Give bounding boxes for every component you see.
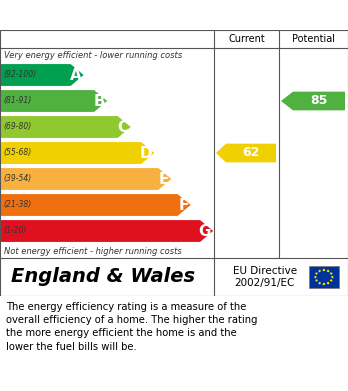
Text: B: B bbox=[94, 93, 105, 108]
Polygon shape bbox=[314, 276, 317, 279]
Text: (1-20): (1-20) bbox=[3, 226, 26, 235]
Polygon shape bbox=[330, 272, 333, 275]
Polygon shape bbox=[216, 143, 276, 162]
Bar bbox=[309, 266, 339, 288]
Polygon shape bbox=[0, 142, 154, 164]
Text: F: F bbox=[178, 197, 189, 212]
Polygon shape bbox=[331, 276, 334, 279]
Polygon shape bbox=[0, 220, 213, 242]
Text: E: E bbox=[159, 172, 169, 187]
Polygon shape bbox=[318, 282, 321, 285]
Polygon shape bbox=[315, 279, 318, 282]
Text: (39-54): (39-54) bbox=[3, 174, 31, 183]
Text: Very energy efficient - lower running costs: Very energy efficient - lower running co… bbox=[4, 50, 182, 59]
Polygon shape bbox=[326, 269, 330, 273]
Text: Potential: Potential bbox=[292, 34, 335, 44]
Polygon shape bbox=[281, 91, 345, 110]
Text: (55-68): (55-68) bbox=[3, 149, 31, 158]
Text: 85: 85 bbox=[310, 95, 328, 108]
Text: The energy efficiency rating is a measure of the
overall efficiency of a home. T: The energy efficiency rating is a measur… bbox=[6, 302, 258, 352]
Text: D: D bbox=[140, 145, 152, 160]
Polygon shape bbox=[315, 272, 318, 275]
Text: A: A bbox=[70, 68, 82, 83]
Polygon shape bbox=[0, 64, 84, 86]
Polygon shape bbox=[322, 283, 326, 286]
Polygon shape bbox=[0, 194, 191, 216]
Polygon shape bbox=[0, 90, 107, 112]
Text: G: G bbox=[199, 224, 211, 239]
Polygon shape bbox=[0, 168, 171, 190]
Text: Not energy efficient - higher running costs: Not energy efficient - higher running co… bbox=[4, 246, 182, 255]
Text: (92-100): (92-100) bbox=[3, 70, 36, 79]
Polygon shape bbox=[322, 269, 326, 272]
Text: (81-91): (81-91) bbox=[3, 97, 31, 106]
Text: Energy Efficiency Rating: Energy Efficiency Rating bbox=[10, 7, 220, 23]
Polygon shape bbox=[330, 279, 333, 282]
Polygon shape bbox=[326, 282, 330, 285]
Text: (69-80): (69-80) bbox=[3, 122, 31, 131]
Text: C: C bbox=[118, 120, 129, 135]
Text: (21-38): (21-38) bbox=[3, 201, 31, 210]
Polygon shape bbox=[318, 269, 321, 273]
Text: 62: 62 bbox=[242, 147, 260, 160]
Polygon shape bbox=[0, 116, 131, 138]
Text: England & Wales: England & Wales bbox=[11, 267, 195, 287]
Text: Current: Current bbox=[228, 34, 265, 44]
Text: EU Directive
2002/91/EC: EU Directive 2002/91/EC bbox=[233, 266, 297, 288]
